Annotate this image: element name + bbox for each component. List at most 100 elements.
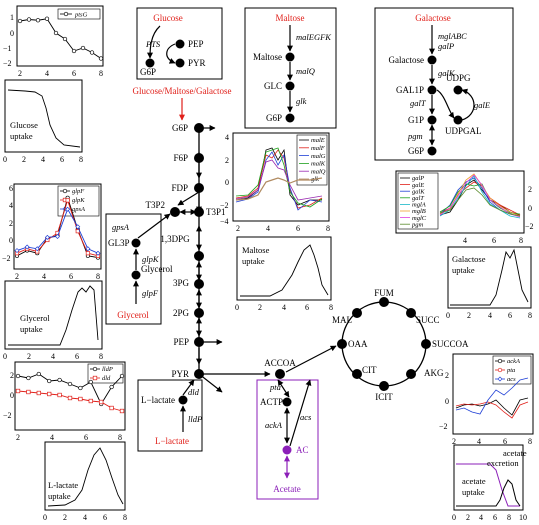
lldP-point (78, 385, 83, 391)
maltose-uptake-label-1: Maltose (242, 245, 270, 255)
xtick-galu-0: 0 (446, 311, 450, 320)
xtick-lacu-8: 8 (123, 513, 127, 522)
gene-mglabc: mglABC (438, 31, 467, 41)
legend-galK: galK (412, 188, 425, 195)
ytick-mal-m2: −2 (220, 201, 229, 210)
label-oaa: OAA (348, 339, 368, 349)
legend-gpsa: gpsA (72, 206, 85, 213)
lldP-point (119, 373, 125, 379)
xtick-glyu-8: 8 (99, 352, 103, 361)
label-maltose-inner: Maltose (253, 52, 282, 62)
plot-glycerol-uptake: Glycerol uptake 0 2 4 6 8 (3, 280, 103, 361)
gpsA-point (14, 248, 20, 254)
label-pyr-glc: PYR (188, 58, 206, 68)
gpsA-point (95, 250, 101, 256)
legend-galP: galP (412, 175, 424, 182)
ytick-gly-4: 4 (9, 201, 13, 210)
ytick-gly-2: 2 (9, 219, 13, 228)
glycerol-box (105, 213, 162, 325)
xtick-malu-0: 0 (235, 303, 239, 312)
plot-ptsg: ptsG 1 0 −1 −2 2 4 6 8 (3, 5, 104, 78)
xtick-mal-8: 8 (326, 224, 330, 233)
xtick-acf-4: 4 (479, 513, 483, 522)
label-pep-main: PEP (173, 337, 189, 347)
label-akg: AKG (424, 368, 444, 378)
xtick-mal-2: 2 (236, 224, 240, 233)
gpsA-point (34, 246, 40, 252)
gene-dld: dld (188, 387, 200, 397)
ptsg-point (89, 50, 95, 55)
plot-glycerol-genes: glpF glpK gpsA 6 4 2 0 −2 2 4 6 8 (2, 183, 102, 281)
xtick-glc-2: 2 (22, 155, 26, 164)
ytick-ac-0: 0 (445, 397, 449, 406)
xtick-gly-4: 4 (42, 272, 46, 281)
ytick-ac-2: 2 (445, 371, 449, 380)
label-ac: AC (296, 445, 309, 455)
xtick-ac-4: 4 (477, 437, 481, 446)
label-acetate: Acetate (273, 484, 300, 494)
gene-glpf: glpF (142, 288, 159, 298)
glpK-point (65, 198, 70, 203)
plot-maltose-uptake: Maltose uptake 0 2 4 6 8 (235, 236, 333, 312)
label-g6p: G6P (172, 123, 188, 133)
xtick-malu-6: 6 (305, 303, 309, 312)
xtick-gal-6: 6 (492, 236, 496, 245)
plot-galactose-uptake: Galactose uptake 0 2 4 6 8 (446, 246, 532, 320)
legend-ptsg: ptsG (74, 12, 88, 19)
legend-galT: galT (412, 195, 424, 202)
xtick-glyu-0: 0 (3, 352, 7, 361)
label-icit: ICIT (375, 392, 393, 402)
xtick-galu-4: 4 (488, 311, 492, 320)
lldP-point (15, 373, 21, 379)
legend-acka: ackA (507, 358, 520, 365)
xtick-ptsg-6: 6 (72, 69, 76, 78)
xtick-gly-2: 2 (15, 272, 19, 281)
label-t3p2: T3P2 (145, 200, 165, 210)
dld-point (15, 388, 21, 394)
gene-acs: acs (300, 412, 312, 422)
label-actp: ACTP (260, 397, 283, 407)
ptsg-point (17, 18, 23, 24)
legend-malE: malE (311, 137, 325, 144)
label-succ: SUCC (416, 315, 440, 325)
xtick-malu-8: 8 (329, 303, 333, 312)
xtick-lac-2: 2 (16, 433, 20, 442)
xtick-lac-6: 6 (84, 433, 88, 442)
glucose-uptake-label-1: Glucose (10, 120, 38, 130)
legend-acs: acs (507, 376, 516, 383)
dld-point (47, 391, 52, 397)
ptsg-point (62, 36, 68, 42)
legend-malG: malG (311, 153, 326, 160)
label-g1p: G1P (408, 115, 424, 125)
gene-pts: PTS (145, 39, 161, 49)
legend-mglC: mglC (412, 215, 427, 222)
dld-point (99, 399, 104, 405)
lldP-point (36, 371, 41, 377)
label-fdp: FDP (171, 183, 188, 193)
label-g6p-glc: G6P (140, 67, 156, 77)
legend-pgm: pgm (411, 221, 424, 228)
xtick-ptsg-2: 2 (18, 69, 22, 78)
ytick-gal-2: 2 (528, 185, 532, 194)
dld-point (36, 390, 41, 396)
plot-glucose-uptake: Glucose uptake 0 2 4 6 8 (3, 79, 83, 164)
legend-lldp: lldP (102, 366, 113, 373)
legend-glpf: glpF (72, 188, 85, 195)
xtick-lacu-2: 2 (63, 513, 67, 522)
label-3pg: 3PG (173, 278, 190, 288)
label-glucose: Glucose (153, 13, 183, 23)
ytick-gly-m2: −2 (2, 254, 11, 263)
node-g6p (194, 123, 204, 133)
gene-acka: ackA (265, 420, 283, 430)
label-udpgal: UDPGAL (445, 126, 482, 136)
galactose-box (374, 7, 514, 161)
xtick-lacu-0: 0 (43, 513, 47, 522)
xtick-malu-4: 4 (282, 303, 286, 312)
xtick-lacu-6: 6 (103, 513, 107, 522)
xtick-gly-6: 6 (69, 272, 73, 281)
gene-galk: galK (438, 68, 456, 78)
legend-mglB: mglB (412, 208, 426, 215)
ytick-mal-0: 0 (225, 178, 229, 187)
label-glc: GLC (264, 81, 282, 91)
